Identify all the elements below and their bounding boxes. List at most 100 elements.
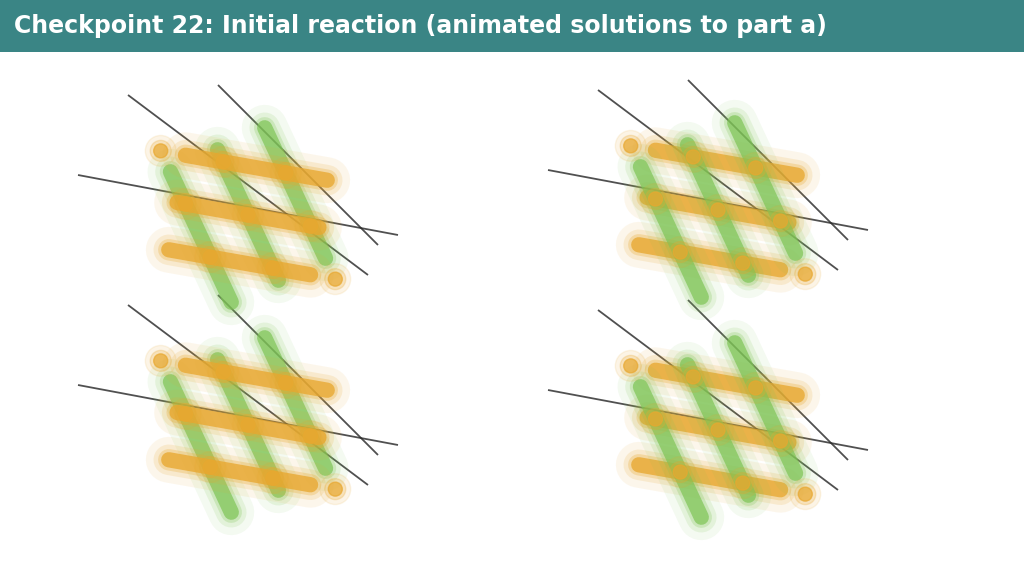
Circle shape — [736, 476, 750, 490]
Circle shape — [266, 261, 280, 275]
Circle shape — [770, 210, 791, 232]
Circle shape — [683, 366, 703, 388]
Circle shape — [195, 452, 225, 483]
Circle shape — [200, 457, 221, 478]
Circle shape — [319, 264, 350, 294]
Circle shape — [640, 404, 671, 434]
Circle shape — [216, 155, 230, 169]
Circle shape — [266, 471, 280, 485]
Circle shape — [749, 381, 763, 395]
Circle shape — [295, 420, 326, 452]
Bar — [0, 0, 1024, 52]
Circle shape — [208, 357, 239, 387]
Circle shape — [175, 194, 196, 214]
Circle shape — [795, 484, 816, 505]
Circle shape — [208, 146, 239, 177]
Circle shape — [170, 399, 201, 429]
Circle shape — [232, 200, 263, 230]
Circle shape — [203, 250, 217, 264]
Circle shape — [702, 415, 733, 445]
Circle shape — [238, 204, 258, 225]
Circle shape — [648, 412, 663, 426]
Circle shape — [665, 457, 695, 487]
Circle shape — [232, 410, 263, 441]
Circle shape — [765, 206, 796, 236]
Circle shape — [325, 268, 346, 290]
Circle shape — [203, 460, 217, 474]
Circle shape — [145, 346, 176, 376]
Circle shape — [270, 157, 301, 188]
Circle shape — [711, 423, 725, 437]
Circle shape — [648, 192, 663, 206]
Circle shape — [262, 468, 284, 488]
Circle shape — [241, 208, 255, 222]
Circle shape — [329, 272, 342, 286]
Circle shape — [151, 350, 171, 372]
Circle shape — [154, 354, 168, 368]
Circle shape — [257, 463, 288, 494]
Circle shape — [615, 131, 646, 161]
Circle shape — [745, 377, 766, 399]
Circle shape — [640, 184, 671, 214]
Circle shape — [151, 141, 171, 161]
Circle shape — [300, 215, 321, 237]
Circle shape — [325, 479, 346, 499]
Circle shape — [708, 419, 728, 441]
Circle shape — [303, 219, 317, 233]
Circle shape — [178, 197, 193, 211]
Circle shape — [673, 245, 687, 259]
Circle shape — [262, 257, 284, 279]
Circle shape — [257, 253, 288, 283]
Circle shape — [303, 429, 317, 443]
Circle shape — [213, 151, 233, 172]
Circle shape — [154, 144, 168, 158]
Circle shape — [145, 135, 176, 166]
Circle shape — [727, 468, 758, 498]
Circle shape — [270, 367, 301, 399]
Circle shape — [624, 139, 638, 153]
Circle shape — [279, 376, 293, 390]
Circle shape — [711, 203, 725, 217]
Circle shape — [765, 426, 796, 456]
Circle shape — [200, 247, 221, 268]
Circle shape — [795, 264, 816, 285]
Circle shape — [678, 362, 709, 392]
Circle shape — [745, 157, 766, 179]
Circle shape — [645, 408, 666, 430]
Circle shape — [275, 162, 296, 183]
Circle shape — [275, 373, 296, 393]
Circle shape — [319, 473, 350, 505]
Circle shape — [749, 161, 763, 175]
Text: Checkpoint 22: Initial reaction (animated solutions to part a): Checkpoint 22: Initial reaction (animate… — [14, 14, 826, 38]
Circle shape — [790, 259, 820, 290]
Circle shape — [621, 355, 641, 376]
Circle shape — [683, 146, 703, 168]
Circle shape — [615, 350, 646, 381]
Circle shape — [213, 361, 233, 382]
Circle shape — [673, 465, 687, 479]
Circle shape — [686, 150, 700, 164]
Circle shape — [736, 256, 750, 270]
Circle shape — [670, 241, 691, 263]
Circle shape — [170, 188, 201, 219]
Circle shape — [770, 430, 791, 452]
Circle shape — [727, 248, 758, 279]
Circle shape — [799, 487, 812, 501]
Circle shape — [300, 426, 321, 446]
Circle shape — [799, 267, 812, 281]
Circle shape — [732, 472, 754, 494]
Circle shape — [329, 482, 342, 496]
Circle shape — [295, 211, 326, 241]
Circle shape — [216, 365, 230, 379]
Circle shape — [238, 415, 258, 435]
Circle shape — [195, 242, 225, 272]
Circle shape — [175, 403, 196, 425]
Circle shape — [773, 214, 787, 228]
Circle shape — [178, 407, 193, 421]
Circle shape — [670, 461, 691, 483]
Circle shape — [740, 153, 771, 183]
Circle shape — [686, 370, 700, 384]
Circle shape — [732, 253, 754, 274]
Circle shape — [621, 135, 641, 156]
Circle shape — [702, 195, 733, 225]
